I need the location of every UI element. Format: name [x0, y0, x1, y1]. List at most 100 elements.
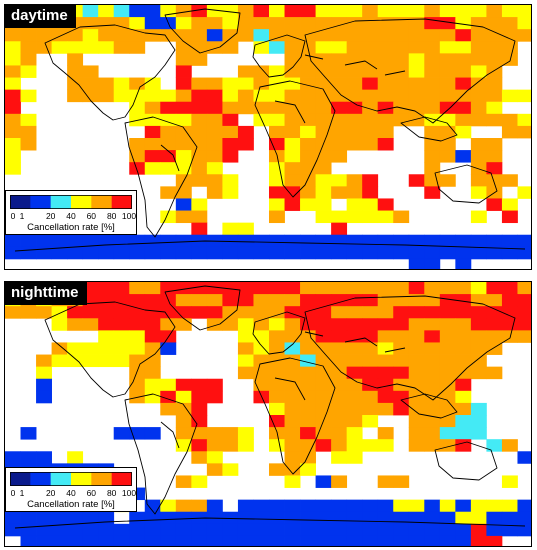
- grid-cell: [315, 174, 332, 187]
- grid-cell: [377, 439, 394, 452]
- grid-cell: [144, 306, 161, 319]
- grid-cells: [5, 5, 531, 269]
- grid-cell: [5, 53, 21, 66]
- grid-cell: [5, 89, 21, 103]
- grid-cell: [377, 318, 394, 331]
- grid-cell: [191, 29, 208, 42]
- grid-cell: [393, 29, 410, 42]
- grid-cell: [331, 535, 348, 546]
- grid-cell: [517, 89, 531, 103]
- grid-cell: [129, 162, 146, 175]
- grid-cell: [362, 378, 379, 392]
- grid-cell: [20, 451, 37, 464]
- grid-cell: [408, 306, 425, 319]
- grid-cell: [284, 415, 301, 428]
- grid-cell: [455, 318, 472, 331]
- grid-cell: [284, 234, 301, 248]
- grid-cell: [160, 282, 177, 295]
- grid-cell: [346, 523, 363, 537]
- grid-cell: [331, 366, 348, 380]
- grid-cell: [253, 306, 270, 319]
- grid-cell: [424, 354, 441, 368]
- grid-cell: [300, 523, 316, 537]
- grid-cell: [51, 234, 68, 248]
- grid-cell: [300, 198, 316, 211]
- grid-cell: [269, 439, 285, 452]
- grid-cell: [269, 101, 285, 115]
- grid-cell: [362, 342, 379, 355]
- grid-cell: [486, 523, 503, 537]
- grid-cell: [191, 101, 208, 115]
- colorbar-tick-label: 80: [106, 488, 117, 498]
- grid-cell: [517, 282, 531, 295]
- grid-cell: [408, 282, 425, 295]
- grid-cell: [315, 378, 332, 392]
- grid-cell: [300, 451, 316, 464]
- colorbar-tick-label: 100: [121, 211, 137, 221]
- grid-cell: [160, 138, 177, 151]
- grid-cell: [439, 138, 456, 151]
- grid-cell: [517, 5, 531, 18]
- grid-cell: [144, 246, 161, 260]
- grid-cell: [346, 17, 363, 30]
- colorbar: [10, 195, 132, 209]
- grid-cell: [284, 150, 301, 163]
- grid-cell: [346, 378, 363, 392]
- colorbar-tick-label: 40: [66, 211, 76, 221]
- grid-cell: [144, 330, 161, 343]
- grid-cell: [144, 77, 161, 91]
- grid-cell: [144, 511, 161, 525]
- grid-cell: [67, 246, 84, 260]
- grid-cell: [439, 174, 456, 187]
- grid-cell: [393, 113, 410, 127]
- grid-cell: [346, 415, 363, 428]
- grid-cell: [315, 113, 332, 127]
- grid-cell: [191, 306, 208, 319]
- grid-cell: [424, 390, 441, 404]
- grid-cell: [346, 451, 363, 464]
- grid-cell: [175, 89, 192, 103]
- grid-cell: [129, 318, 146, 331]
- grid-cell: [346, 89, 363, 103]
- colorbar-tick-label: 0: [10, 488, 16, 498]
- grid-cell: [237, 523, 254, 537]
- grid-cell: [5, 150, 21, 163]
- colorbar-tick-label: 40: [66, 488, 76, 498]
- colorbar-tick-label: 0: [10, 211, 16, 221]
- grid-cell: [113, 318, 130, 331]
- grid-cell: [300, 511, 316, 525]
- grid-cell: [501, 234, 518, 248]
- grid-cell: [269, 415, 285, 428]
- grid-cell: [300, 535, 316, 546]
- grid-cell: [129, 523, 146, 537]
- grid-cell: [129, 77, 146, 91]
- grid-cell: [470, 415, 487, 428]
- grid-cell: [486, 17, 503, 30]
- grid-cell: [408, 523, 425, 537]
- grid-cell: [408, 439, 425, 452]
- grid-cell: [175, 29, 192, 42]
- grid-cell: [222, 125, 239, 139]
- grid-cell: [191, 451, 208, 464]
- grid-cell: [20, 89, 37, 103]
- grid-cell: [144, 342, 161, 355]
- grid-cell: [222, 535, 239, 546]
- grid-cell: [315, 41, 332, 54]
- grid-cell: [362, 439, 379, 452]
- grid-cell: [486, 29, 503, 42]
- grid-cell: [269, 41, 285, 54]
- grid-cell: [455, 402, 472, 416]
- grid-cell: [98, 282, 115, 295]
- grid-cell: [222, 101, 239, 115]
- grid-cell: [113, 342, 130, 355]
- grid-cell: [315, 366, 332, 380]
- grid-cell: [393, 523, 410, 537]
- grid-cell: [284, 101, 301, 115]
- grid-cell: [82, 65, 99, 78]
- grid-cell: [222, 427, 239, 440]
- grid-cell: [269, 535, 285, 546]
- grid-cell: [331, 427, 348, 440]
- grid-cell: [67, 41, 84, 54]
- grid-cell: [439, 535, 456, 546]
- grid-cell: [237, 222, 254, 236]
